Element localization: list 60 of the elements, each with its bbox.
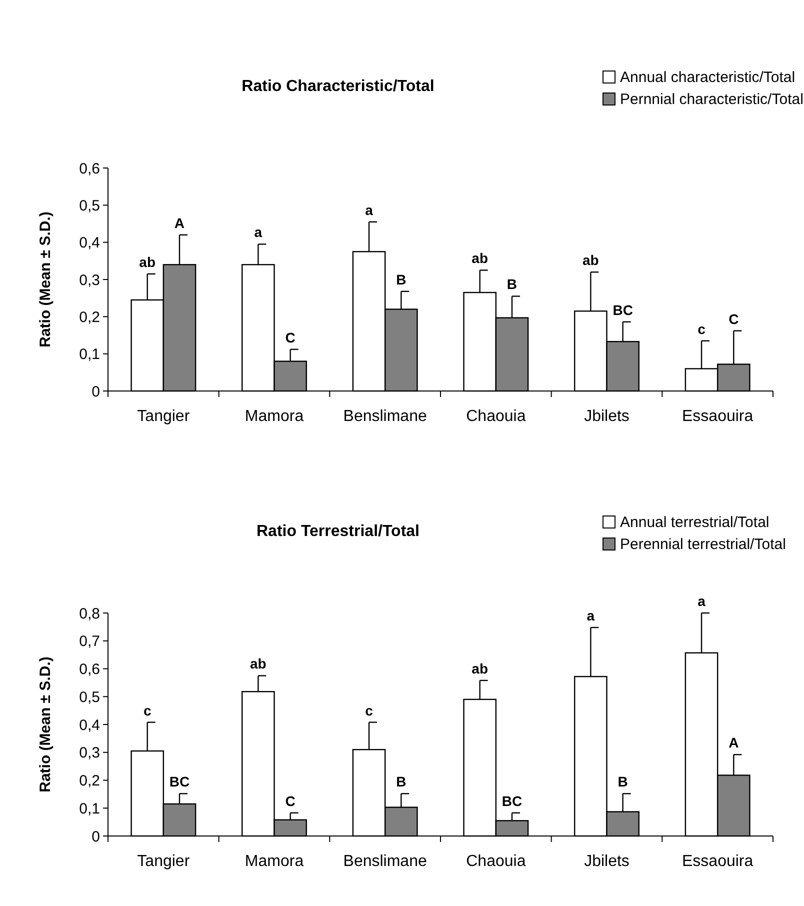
- y-tick-label: 0,8: [79, 605, 100, 622]
- annotation: a: [365, 202, 374, 218]
- annotation: ab: [472, 250, 488, 266]
- y-tick-label: 0: [92, 828, 100, 846]
- y-tick-label: 0,3: [79, 744, 100, 762]
- y-axis-title: Ratio (Mean ± S.D.): [37, 656, 54, 792]
- y-tick-label: 0,6: [79, 160, 100, 178]
- annotation: B: [506, 276, 518, 292]
- annotation: B: [396, 774, 406, 790]
- x-tick-label: Tangier: [137, 853, 190, 870]
- annotation: A: [174, 214, 185, 231]
- x-tick-label: Benslimane: [343, 853, 427, 870]
- annotation: B: [396, 271, 406, 288]
- annotation: ab: [472, 660, 488, 676]
- y-tick-label: 0,1: [79, 800, 100, 818]
- annotation: BC: [612, 302, 633, 318]
- y-tick-label: 0,4: [79, 234, 100, 252]
- annotation: C: [285, 329, 296, 346]
- annotation: ab: [582, 252, 599, 268]
- chart-title: Ratio Terrestrial/Total: [256, 523, 420, 540]
- x-tick-label: Essaouira: [682, 408, 754, 425]
- y-tick-label: 0,5: [79, 197, 100, 214]
- annotation: A: [728, 734, 739, 751]
- annotation: c: [698, 320, 706, 337]
- annotation: C: [285, 792, 296, 809]
- y-axis-title: Ratio (Mean ± S.D.): [37, 212, 54, 348]
- legend-label: Perennial terrestrial/Total: [620, 536, 786, 553]
- x-tick-label: Mamora: [244, 853, 304, 870]
- y-tick-label: 0,2: [79, 308, 100, 326]
- y-tick-label: 0,3: [79, 272, 100, 289]
- x-tick-label: Tangier: [137, 408, 190, 425]
- annotation: a: [254, 224, 262, 240]
- text: a: [698, 593, 706, 609]
- y-tick-label: 0,1: [79, 346, 100, 364]
- x-tick-label: Mamora: [244, 408, 304, 425]
- legend-label: Pernnial characteristic/Total: [620, 91, 804, 108]
- x-tick-label: Jbilets: [584, 853, 630, 870]
- annotation: B: [618, 774, 628, 790]
- x-tick-label: Chaouia: [466, 408, 526, 425]
- y-tick-label: 0,5: [79, 688, 100, 706]
- y-tick-label: 0,6: [79, 661, 100, 678]
- x-tick-label: Chaouia: [466, 853, 526, 870]
- annotation: a: [586, 607, 595, 624]
- annotation: c: [143, 702, 152, 718]
- annotation: ab: [250, 656, 266, 672]
- legend-label: Annual characteristic/Total: [620, 69, 796, 86]
- x-tick-label: Jbilets: [584, 408, 630, 425]
- x-tick-label: Benslimane: [343, 408, 427, 425]
- annotation: c: [365, 702, 374, 718]
- annotation: BC: [169, 774, 190, 790]
- y-tick-label: 0,4: [79, 716, 100, 734]
- y-tick-label: 0: [92, 383, 100, 400]
- annotation: ab: [139, 254, 156, 270]
- annotation: C: [728, 310, 739, 327]
- y-tick-label: 0,7: [79, 633, 100, 650]
- x-tick-label: Essaouira: [682, 853, 754, 870]
- legend-label: Annual terrestrial/Total: [620, 514, 770, 531]
- y-tick-label: 0,2: [79, 772, 100, 790]
- annotation: BC: [502, 792, 522, 809]
- chart-title: Ratio Characteristic/Total: [242, 78, 434, 95]
